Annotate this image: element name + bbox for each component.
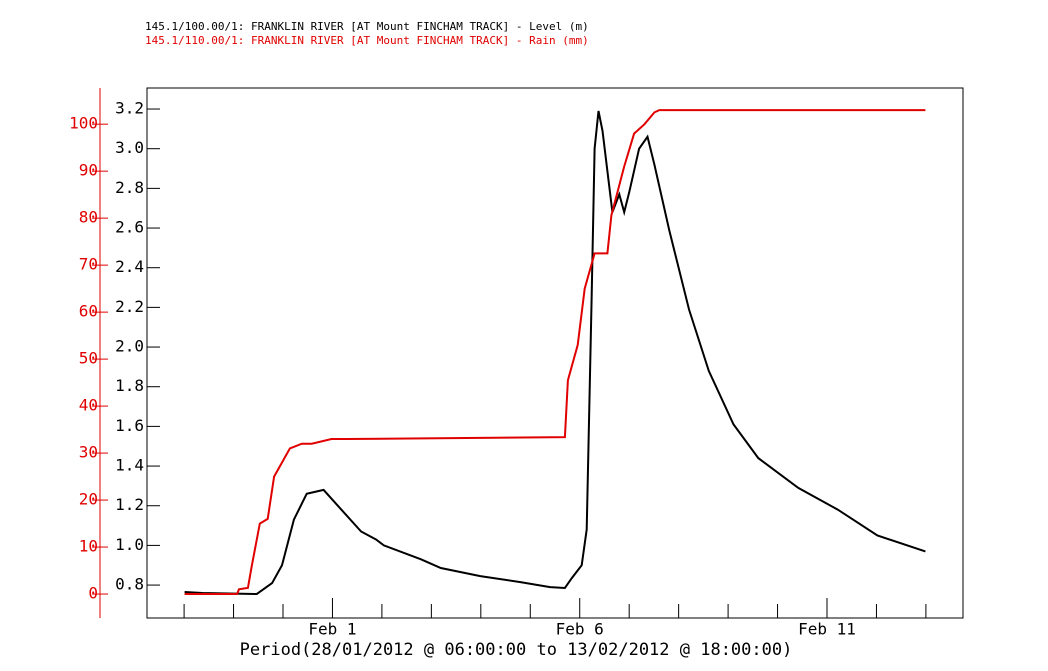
y-tick-label: 2.8: [115, 178, 144, 197]
y2-tick-label: 50: [79, 349, 98, 368]
y-tick-label: 1.2: [115, 495, 144, 514]
x-tick-label: Feb 1: [308, 620, 356, 639]
y-tick-label: 1.6: [115, 416, 144, 435]
x-tick-label: Feb 11: [798, 620, 856, 639]
data-line: [184, 109, 926, 595]
y-tick-label: 1.0: [115, 535, 144, 554]
plot-frame: [146, 87, 964, 619]
y-tick-label: 0.8: [115, 575, 144, 594]
y2-tick-label: 40: [79, 396, 98, 415]
x-tick-label: Feb 6: [556, 620, 604, 639]
y2-tick-label: 0: [88, 584, 98, 603]
y2-tick-label: 80: [79, 208, 98, 227]
y-tick-label: 1.4: [115, 456, 144, 475]
y-tick-label: 3.0: [115, 138, 144, 157]
chart-subtitle: 145.1/110.00/1: FRANKLIN RIVER [AT Mount…: [145, 34, 589, 47]
y-tick-label: 2.0: [115, 337, 144, 356]
y2-tick-label: 10: [79, 537, 98, 556]
y-tick-label: 2.6: [115, 218, 144, 237]
y-tick-label: 1.8: [115, 376, 144, 395]
y2-tick-label: 60: [79, 302, 98, 321]
chart-title: 145.1/100.00/1: FRANKLIN RIVER [AT Mount…: [145, 20, 589, 33]
y2-tick-label: 70: [79, 255, 98, 274]
y2-tick-label: 90: [79, 161, 98, 180]
y2-tick-label: 100: [69, 114, 98, 133]
y-tick-label: 2.4: [115, 257, 144, 276]
y-tick-label: 2.2: [115, 297, 144, 316]
y-tick-label: 3.2: [115, 99, 144, 118]
data-line: [184, 110, 926, 596]
y2-tick-label: 30: [79, 443, 98, 462]
x-axis-label: Period(28/01/2012 @ 06:00:00 to 13/02/20…: [240, 640, 793, 660]
y2-tick-label: 20: [79, 490, 98, 509]
